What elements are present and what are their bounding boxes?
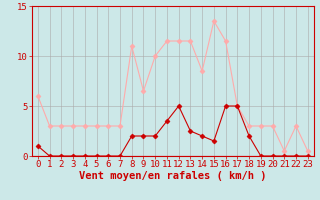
X-axis label: Vent moyen/en rafales ( km/h ): Vent moyen/en rafales ( km/h )	[79, 171, 267, 181]
